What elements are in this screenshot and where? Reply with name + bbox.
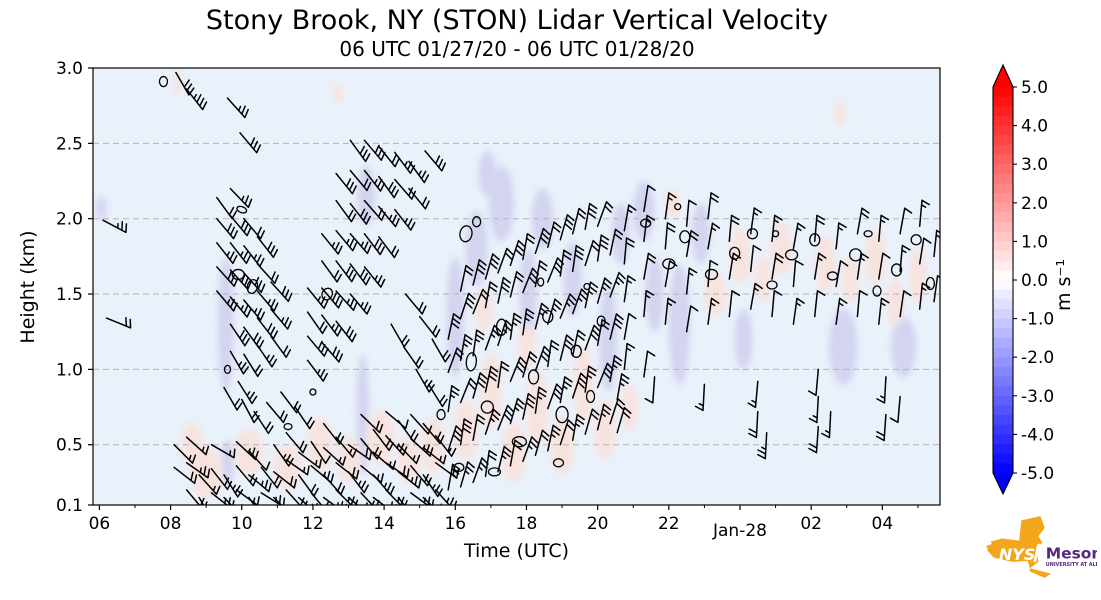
svg-text:12: 12 bbox=[302, 514, 324, 534]
svg-text:22: 22 bbox=[658, 514, 680, 534]
svg-text:14: 14 bbox=[373, 514, 395, 534]
svg-text:-2.0: -2.0 bbox=[1021, 348, 1054, 368]
svg-text:Jan-28: Jan-28 bbox=[712, 521, 767, 541]
wind-barbs bbox=[102, 71, 940, 505]
svg-text:10: 10 bbox=[231, 514, 253, 534]
svg-text:1.0: 1.0 bbox=[56, 360, 83, 380]
svg-text:2.0: 2.0 bbox=[1021, 194, 1048, 214]
svg-text:5.0: 5.0 bbox=[1021, 78, 1048, 98]
svg-text:20: 20 bbox=[587, 514, 609, 534]
svg-text:16: 16 bbox=[444, 514, 466, 534]
svg-text:0.5: 0.5 bbox=[56, 436, 83, 456]
svg-text:2.0: 2.0 bbox=[56, 210, 83, 230]
svg-text:06: 06 bbox=[89, 514, 111, 534]
svg-text:1.0: 1.0 bbox=[1021, 232, 1048, 252]
x-axis-label: Time (UTC) bbox=[463, 540, 570, 562]
logo-divider bbox=[1033, 543, 1040, 562]
velocity-shading-layer bbox=[95, 71, 927, 499]
svg-text:04: 04 bbox=[872, 514, 894, 534]
svg-text:4.0: 4.0 bbox=[1021, 117, 1048, 137]
svg-text:3.0: 3.0 bbox=[1021, 155, 1048, 175]
logo-nys-text: NYS bbox=[999, 545, 1035, 564]
nys-mesonet-logo: NYS Mesonet UNIVERSITY AT ALBANY bbox=[986, 516, 1097, 578]
svg-text:-3.0: -3.0 bbox=[1021, 387, 1054, 407]
svg-text:08: 08 bbox=[160, 514, 182, 534]
colorbar: 5.0 4.0 3.0 2.0 1.0 0.0 -1.0 -2.0 -3.0 -4.0 -5.0 m … bbox=[992, 63, 1075, 496]
svg-text:18: 18 bbox=[516, 514, 538, 534]
colorbar-label: m s⁻¹ bbox=[1053, 259, 1075, 311]
svg-text:-4.0: -4.0 bbox=[1021, 425, 1054, 445]
svg-text:02: 02 bbox=[800, 514, 822, 534]
svg-text:1.5: 1.5 bbox=[56, 285, 83, 305]
ny-state-icon bbox=[986, 516, 1052, 578]
svg-text:-5.0: -5.0 bbox=[1021, 464, 1054, 484]
svg-text:2.5: 2.5 bbox=[56, 134, 83, 154]
axes: 06 08 10 12 14 16 18 20 22 Jan-28 02 04 0.1 0.5 1.0 1.5… bbox=[56, 59, 941, 541]
gridlines bbox=[93, 142, 940, 446]
svg-text:-1.0: -1.0 bbox=[1021, 310, 1054, 330]
chart-title: Stony Brook, NY (STON) Lidar Vertical Ve… bbox=[205, 5, 829, 36]
svg-text:0.0: 0.0 bbox=[1021, 271, 1048, 291]
logo-caption-text: UNIVERSITY AT ALBANY bbox=[1046, 562, 1097, 568]
svg-text:3.0: 3.0 bbox=[56, 59, 83, 79]
svg-text:0.1: 0.1 bbox=[56, 496, 83, 516]
chart-subtitle: 06 UTC 01/27/20 - 06 UTC 01/28/20 bbox=[339, 37, 695, 61]
logo-mesonet-text: Mesonet bbox=[1046, 545, 1097, 563]
